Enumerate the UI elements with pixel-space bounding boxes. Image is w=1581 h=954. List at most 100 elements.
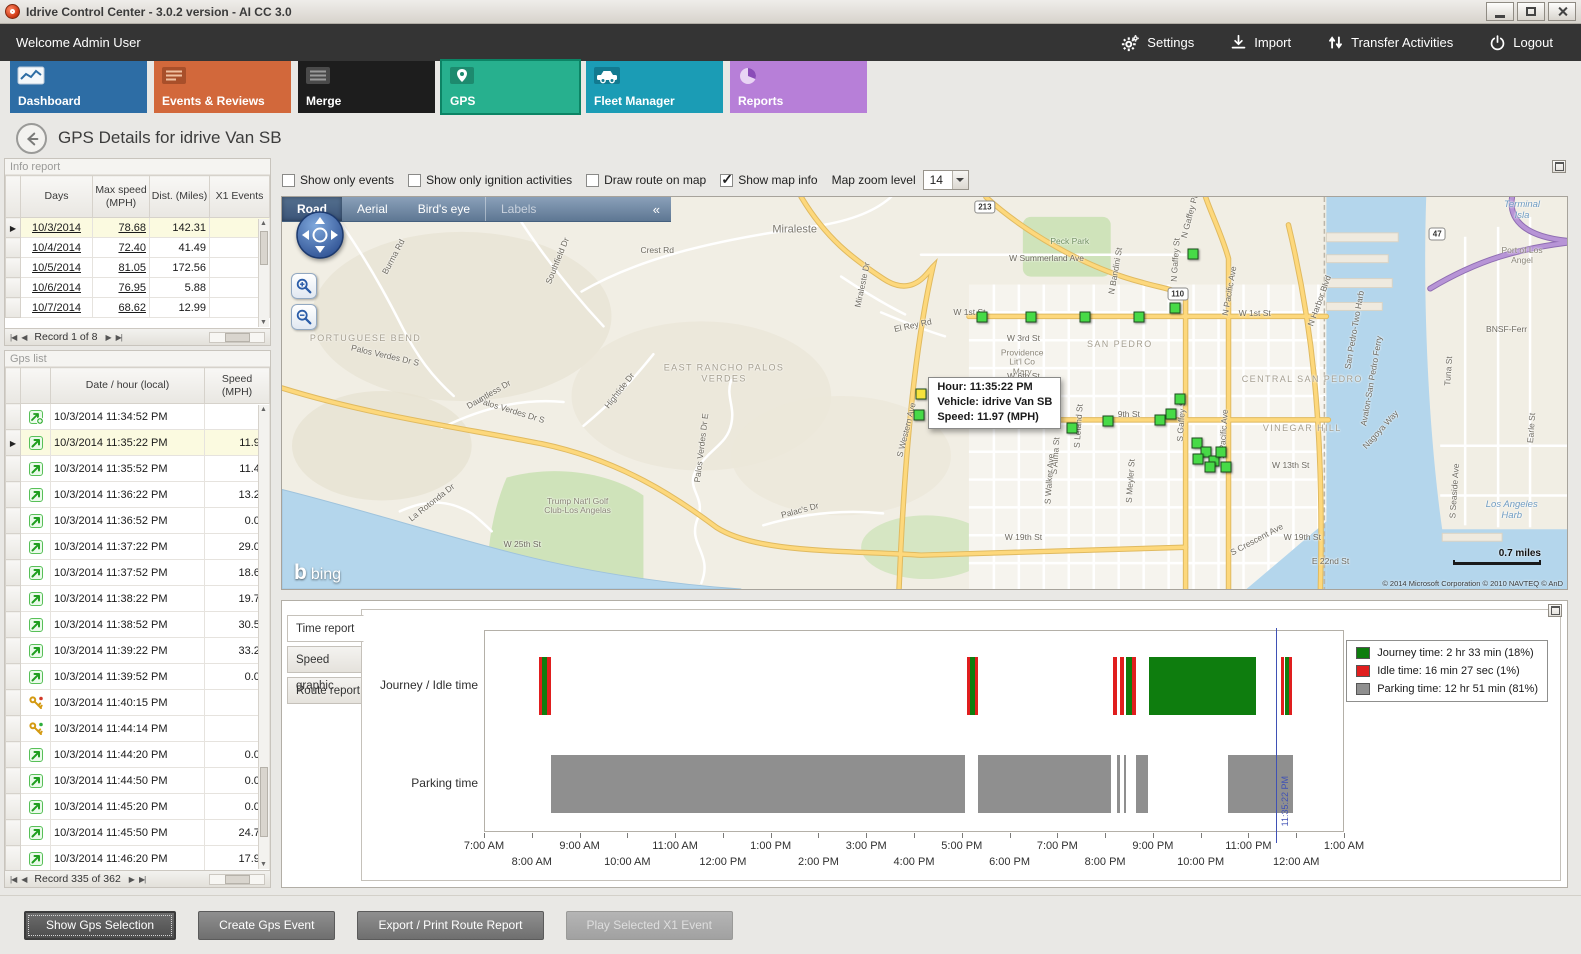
pager-scrollbar[interactable] [209, 331, 265, 343]
gps-list-row[interactable]: 10/3/2014 11:39:22 PM 33.21 [5, 637, 270, 664]
nav-tile-events-reviews[interactable]: Events & Reviews [154, 61, 291, 113]
gps-table-scrollbar[interactable] [258, 405, 269, 869]
days-cell[interactable]: 10/5/2014 [20, 257, 93, 278]
checkbox-draw-route-on-map[interactable]: Draw route on map [586, 173, 706, 187]
pager-first-button[interactable] [10, 875, 16, 884]
gps-marker[interactable] [1025, 311, 1037, 323]
back-button[interactable] [16, 123, 47, 154]
checkbox-show-map-info[interactable]: Show map info [720, 171, 818, 188]
gps-list-row[interactable]: 10/3/2014 11:40:15 PM [5, 689, 270, 716]
gps-marker[interactable] [1169, 302, 1181, 314]
gps-marker[interactable] [1200, 446, 1212, 458]
close-button[interactable] [1548, 2, 1576, 21]
chart-panel-maximize-button[interactable] [1548, 604, 1562, 617]
max-speed-cell[interactable]: 81.05 [92, 257, 150, 278]
menu-item-import[interactable]: Import [1230, 34, 1291, 51]
nav-tile-reports[interactable]: Reports [730, 61, 867, 113]
minimize-button[interactable] [1486, 2, 1514, 21]
gps-list-row[interactable]: 10/3/2014 11:39:52 PM 0.00 [5, 663, 270, 690]
max-speed-cell[interactable]: 72.40 [92, 237, 150, 258]
gps-list-row[interactable]: 10/3/2014 11:37:52 PM 18.63 [5, 559, 270, 586]
panel-splitter[interactable] [271, 158, 281, 888]
checkbox-show-only-ignition-activities[interactable]: Show only ignition activities [408, 173, 572, 187]
pager-next-button[interactable] [129, 875, 134, 884]
gps-list-row[interactable]: 10/3/2014 11:46:20 PM 17.93 [5, 845, 270, 872]
info-table-scrollbar[interactable] [258, 219, 269, 327]
days-cell[interactable]: 10/7/2014 [20, 297, 93, 318]
map-panel[interactable]: Miraleste Peck Park W Summerland Ave Crest … [281, 196, 1568, 590]
gps-list-row[interactable]: 10/3/2014 11:36:22 PM 13.28 [5, 481, 270, 508]
map-compass[interactable] [296, 211, 344, 259]
report-tab-speed-graphic[interactable]: Speed graphic [287, 646, 362, 692]
max-speed-cell[interactable]: 78.68 [92, 217, 150, 238]
map-panel-maximize-button[interactable] [1552, 160, 1566, 173]
maximize-button[interactable] [1517, 2, 1545, 21]
nav-tile-merge[interactable]: Merge [298, 61, 435, 113]
pager-first-button[interactable] [10, 333, 16, 342]
map-zoom-level-select[interactable]: 14 [922, 170, 969, 190]
report-tab-time-report[interactable]: Time report [287, 615, 364, 642]
checkbox-show-only-events[interactable]: Show only events [282, 173, 394, 187]
map-tabs-collapse-button[interactable]: « [652, 201, 660, 217]
gps-list-row[interactable]: 10/3/2014 11:44:50 PM 0.00 [5, 767, 270, 794]
map-style-tab-labels[interactable]: Labels [485, 197, 551, 221]
gps-list-row[interactable]: 10/3/2014 11:45:50 PM 24.75 [5, 819, 270, 846]
gps-marker[interactable] [1066, 422, 1078, 434]
nav-tile-fleet-manager[interactable]: Fleet Manager [586, 61, 723, 113]
report-tab-route-report[interactable]: Route report [287, 677, 362, 704]
menu-item-transfer-activities[interactable]: Transfer Activities [1327, 34, 1453, 51]
nav-tile-gps[interactable]: GPS [440, 59, 581, 115]
map-style-tab-aerial[interactable]: Aerial [357, 202, 388, 216]
gps-marker[interactable] [976, 311, 988, 323]
days-cell[interactable]: 10/3/2014 [20, 217, 93, 238]
gps-list-row[interactable]: 10/3/2014 11:44:20 PM 0.00 [5, 741, 270, 768]
gps-marker[interactable] [1133, 311, 1145, 323]
info-report-row[interactable]: 10/4/2014 72.40 41.49 [5, 237, 270, 258]
gps-marker[interactable] [1174, 393, 1186, 405]
gps-marker[interactable] [1191, 437, 1203, 449]
gps-list-row[interactable]: 10/3/2014 11:37:22 PM 29.05 [5, 533, 270, 560]
create-gps-event-button[interactable]: Create Gps Event [198, 910, 336, 940]
info-report-row[interactable]: 10/6/2014 76.95 5.88 [5, 277, 270, 298]
export-print-route-report-button[interactable]: Export / Print Route Report [357, 910, 544, 940]
gps-marker[interactable] [1204, 461, 1216, 473]
max-speed-cell[interactable]: 76.95 [92, 277, 150, 298]
map-style-tab-bird-s-eye[interactable]: Bird's eye [417, 202, 470, 216]
gps-marker[interactable] [913, 409, 925, 421]
pager-scrollbar[interactable] [209, 873, 265, 885]
map-zoom-in-button[interactable] [291, 273, 317, 299]
pager-last-button[interactable] [139, 875, 145, 884]
timeline-plot[interactable]: 11:35:22 PM [484, 628, 1344, 843]
current-gps-marker[interactable] [915, 388, 927, 400]
gps-list-row[interactable]: 10/3/2014 11:34:52 PM [5, 403, 270, 430]
pager-prev-button[interactable] [21, 333, 26, 342]
gps-list-row[interactable]: 10/3/2014 11:38:22 PM 19.70 [5, 585, 270, 612]
menu-item-logout[interactable]: Logout [1489, 34, 1553, 51]
map-zoom-out-button[interactable] [291, 304, 317, 330]
gps-list-row[interactable]: 10/3/2014 11:45:20 PM 0.00 [5, 793, 270, 820]
gps-marker[interactable] [1154, 414, 1166, 426]
gps-list-row[interactable]: 10/3/2014 11:36:52 PM 0.00 [5, 507, 270, 534]
pager-next-button[interactable] [105, 333, 110, 342]
gps-marker[interactable] [1192, 453, 1204, 465]
days-cell[interactable]: 10/6/2014 [20, 277, 93, 298]
gps-list-row[interactable]: 10/3/2014 11:44:14 PM [5, 715, 270, 742]
gps-marker[interactable] [1079, 311, 1091, 323]
gps-list-row[interactable]: 10/3/2014 11:35:52 PM 11.47 [5, 455, 270, 482]
pager-last-button[interactable] [116, 333, 122, 342]
pager-prev-button[interactable] [21, 875, 26, 884]
gps-marker[interactable] [1165, 408, 1177, 420]
show-gps-selection-button[interactable]: Show Gps Selection [24, 910, 177, 940]
gps-marker[interactable] [1102, 415, 1114, 427]
max-speed-cell[interactable]: 68.62 [92, 297, 150, 318]
info-report-row[interactable]: 10/7/2014 68.62 12.99 [5, 297, 270, 318]
menu-item-settings[interactable]: Settings [1121, 33, 1194, 52]
days-cell[interactable]: 10/4/2014 [20, 237, 93, 258]
nav-tile-dashboard[interactable]: Dashboard [10, 61, 147, 113]
gps-list-row[interactable]: 10/3/2014 11:38:52 PM 30.55 [5, 611, 270, 638]
gps-marker[interactable] [1220, 461, 1232, 473]
gps-marker[interactable] [1215, 446, 1227, 458]
gps-marker[interactable] [1187, 248, 1199, 260]
